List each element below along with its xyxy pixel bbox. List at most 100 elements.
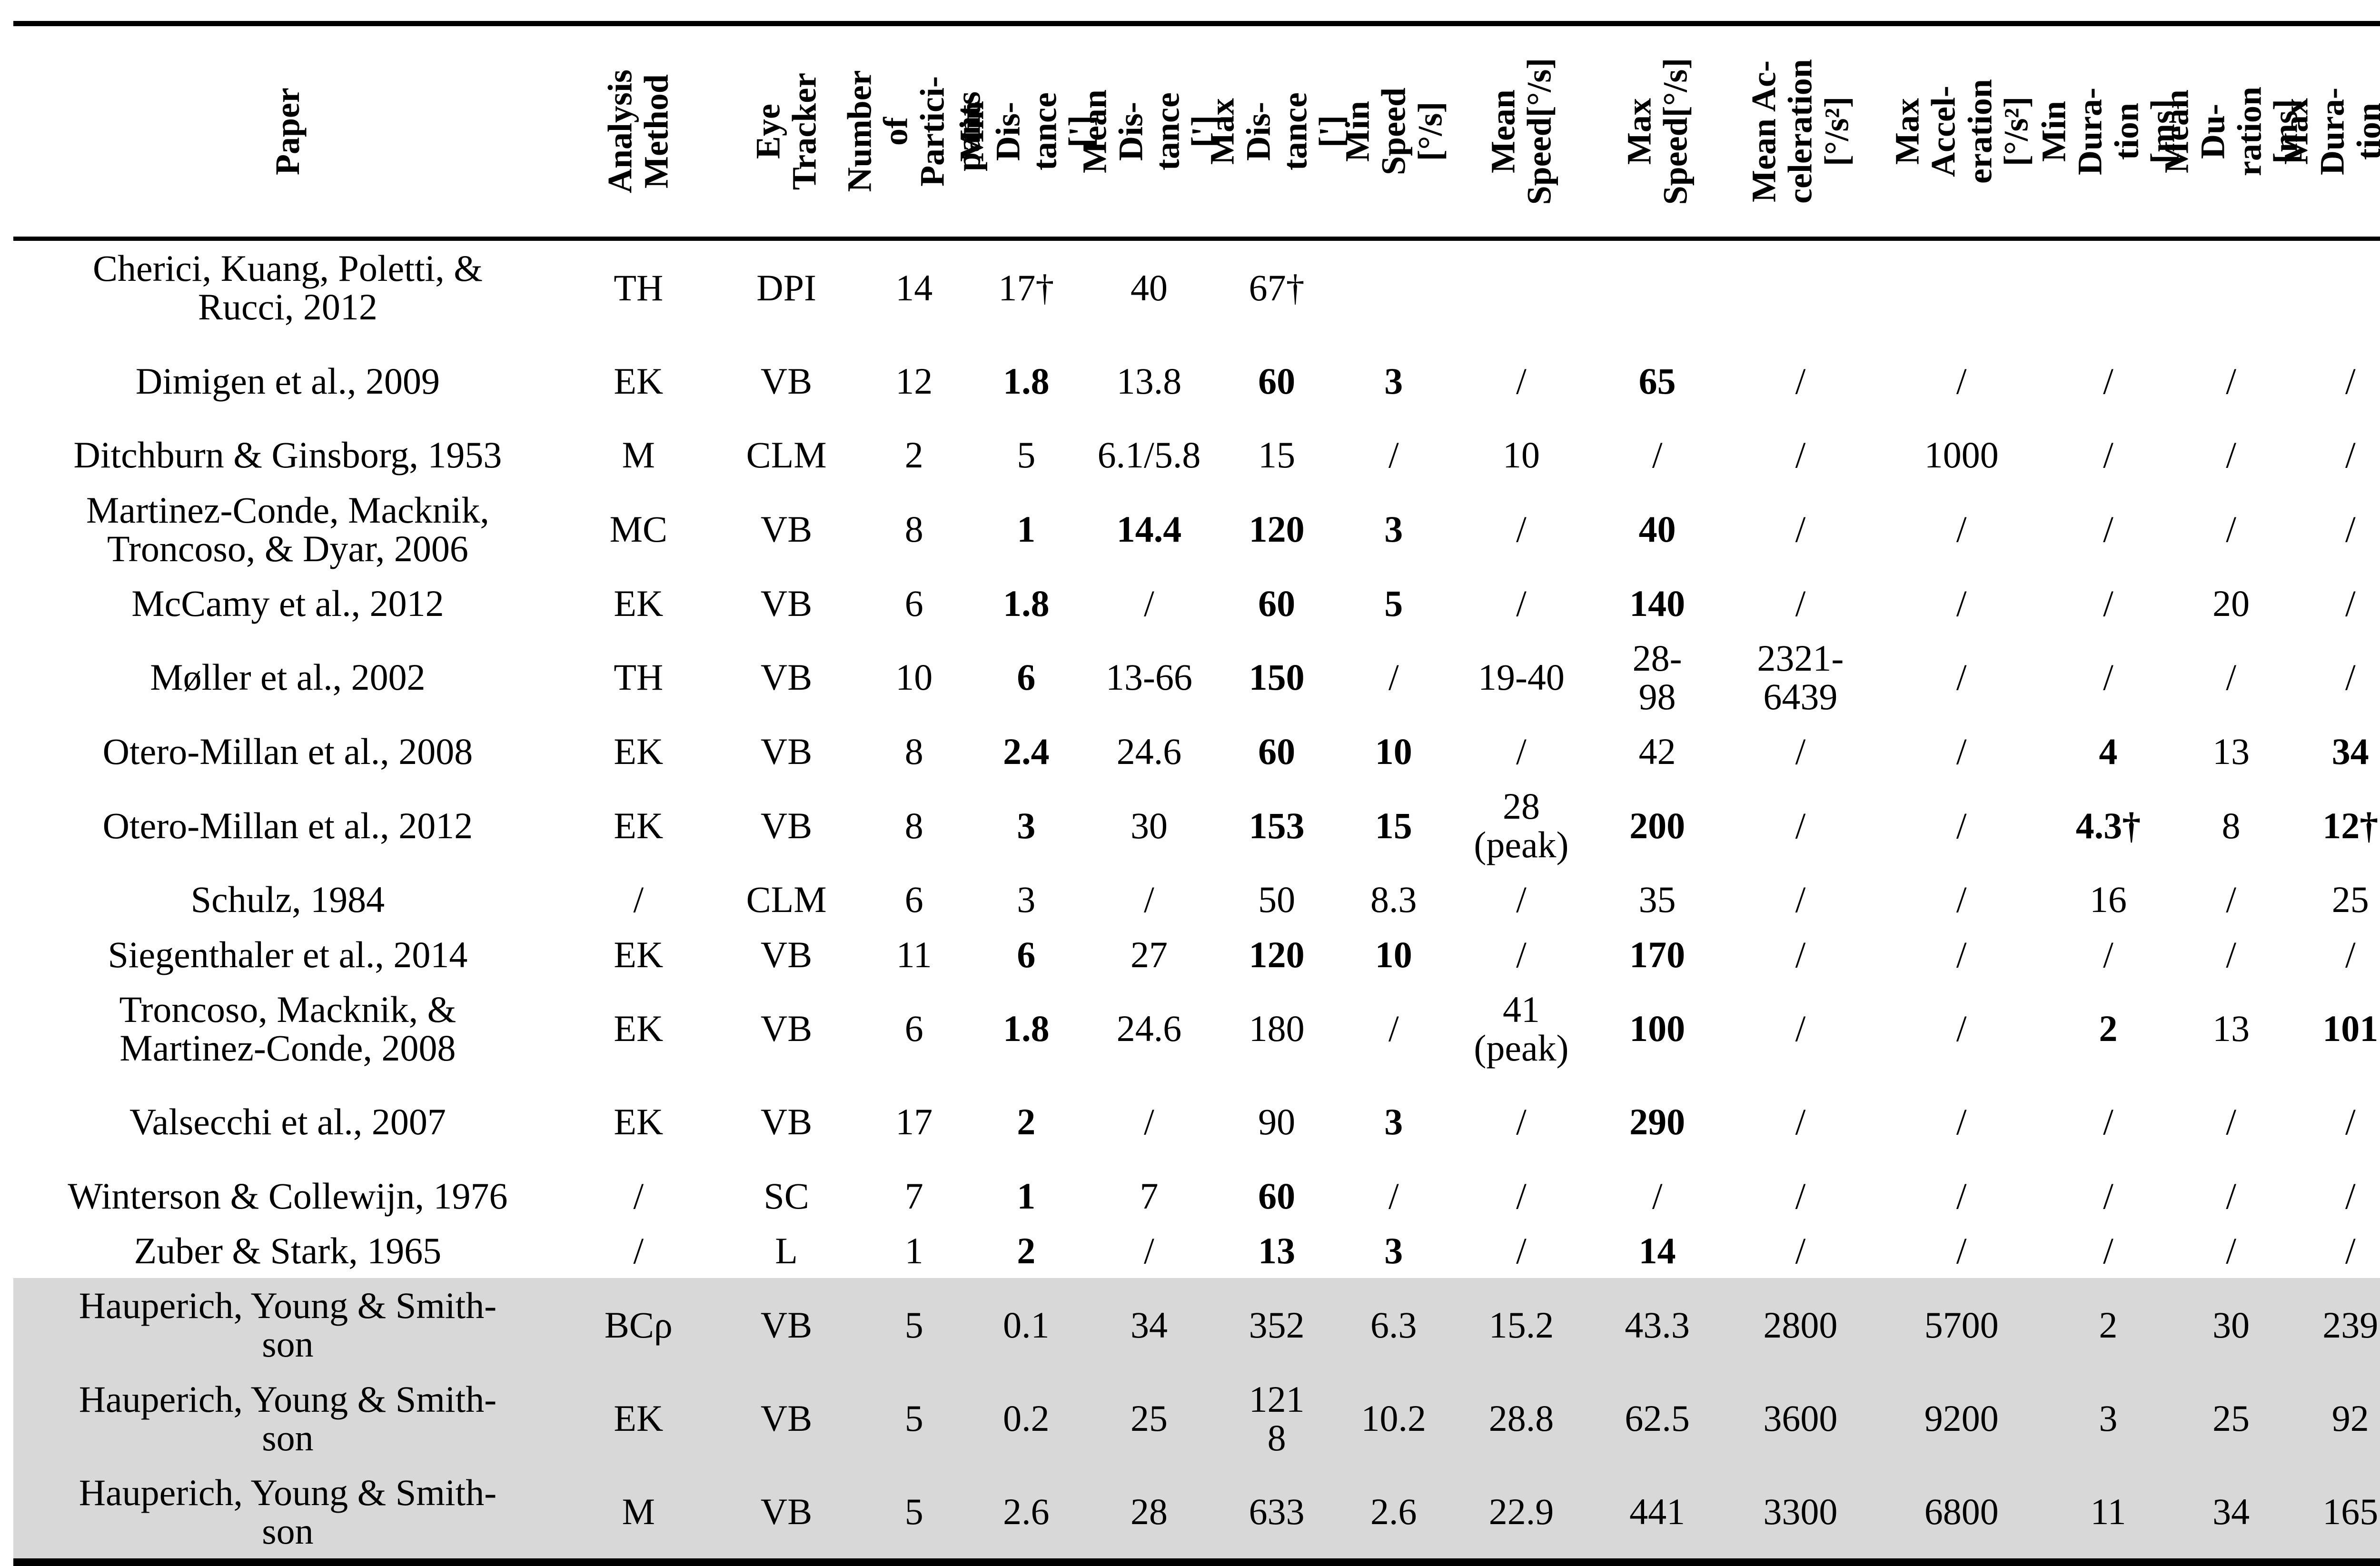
cell-paper: Hauperich, Young & Smith- son [79, 1471, 497, 1552]
cell-max-speed: / [1652, 1175, 1663, 1217]
cell-max-acceleration: / [1956, 1101, 1967, 1143]
table-row: Siegenthaler et al., 2014 EK VB 11 6 27 120 10 /… [13, 927, 2380, 982]
cell-participants: 6 [904, 879, 923, 921]
table-row: Otero-Millan et al., 2008 EK VB 8 2.4 24.6 60 1… [13, 724, 2380, 779]
cell-max-speed: 140 [1629, 582, 1686, 624]
cell-analysis-method: EK [614, 360, 664, 402]
cell-max-speed: 43.3 [1625, 1304, 1690, 1346]
cell-mean-speed: / [1516, 879, 1527, 921]
cell-min-duration [2044, 239, 2173, 335]
column-header-label: Max Speed[°/s] [1620, 58, 1695, 205]
cell-max-distance: 15 [1258, 434, 1296, 476]
cell-mean-distance: 13-66 [1106, 656, 1192, 698]
column-header-min-distance: Min Dis- tance ['] [952, 24, 1100, 239]
cell-mean-acceleration: / [1795, 879, 1806, 921]
column-header-mean-distance: Mean Dis- tance ['] [1075, 24, 1222, 239]
cell-mean-duration: 8 [2221, 804, 2241, 846]
cell-max-acceleration: / [1956, 1175, 1967, 1217]
cell-mean-distance: / [1144, 1230, 1154, 1272]
cell-max-acceleration: / [1956, 656, 1967, 698]
cell-min-duration: / [2103, 933, 2113, 975]
cell-max-duration: 165 [2322, 1491, 2379, 1533]
cell-min-distance: 6 [1017, 656, 1036, 698]
cell-eye-tracker: CLM [746, 879, 827, 921]
column-header-max-duration: Max Dura- tion [ms] [2277, 24, 2380, 239]
cell-mean-distance: 27 [1130, 933, 1168, 975]
cell-max-acceleration: / [1956, 879, 1967, 921]
cell-min-duration: / [2103, 1175, 2113, 1217]
cell-participants: 1 [904, 1230, 923, 1272]
cell-mean-duration: / [2226, 879, 2237, 921]
cell-eye-tracker: CLM [746, 434, 827, 476]
cell-max-acceleration: / [1956, 582, 1967, 624]
cell-eye-tracker: VB [760, 1101, 813, 1143]
cell-mean-duration: / [2226, 933, 2237, 975]
cell-max-duration: / [2345, 933, 2356, 975]
cell-mean-distance: 28 [1130, 1491, 1168, 1533]
cell-min-distance: 1.8 [1003, 1008, 1050, 1050]
cell-analysis-method: MC [609, 508, 667, 550]
cell-min-duration: 2 [2099, 1008, 2118, 1050]
cell-eye-tracker: VB [760, 1304, 813, 1346]
cell-mean-distance: 7 [1140, 1175, 1159, 1217]
cell-max-distance: 60 [1258, 1175, 1296, 1217]
cell-mean-acceleration: 3300 [1763, 1491, 1838, 1533]
cell-max-duration: 25 [2331, 879, 2369, 921]
cell-mean-duration: 13 [2212, 731, 2250, 773]
cell-min-duration: / [2103, 582, 2113, 624]
cell-min-speed: 10 [1375, 933, 1412, 975]
table-header: Paper Analysis Method Eye Tracker Number of… [13, 24, 2380, 239]
cell-analysis-method: / [633, 1230, 644, 1272]
cell-min-speed: / [1388, 1175, 1399, 1217]
cell-max-duration: / [2345, 508, 2356, 550]
cell-max-speed: 200 [1629, 804, 1686, 846]
cell-paper: Schulz, 1984 [190, 879, 385, 921]
cell-max-speed: / [1652, 434, 1663, 476]
cell-max-distance: 60 [1258, 360, 1296, 402]
table-row: Troncoso, Macknik, & Martinez-Conde, 200… [13, 982, 2380, 1075]
cell-participants: 17 [895, 1101, 933, 1143]
cell-max-acceleration: / [1956, 508, 1967, 550]
table-row: Valsecchi et al., 2007 EK VB 17 2 / 90 3 / 290 / / /… [13, 1075, 2380, 1169]
cell-paper: Hauperich, Young & Smith- son [79, 1378, 497, 1458]
cell-paper: McCamy et al., 2012 [131, 582, 444, 624]
cell-min-speed: 3 [1384, 1101, 1403, 1143]
table-row: Møller et al., 2002 TH VB 10 6 13-66 150 / 19-40… [13, 631, 2380, 724]
cell-min-speed: 3 [1384, 1230, 1403, 1272]
studies-comparison-table: Paper Analysis Method Eye Tracker Number of… [13, 21, 2380, 1566]
cell-min-duration: / [2103, 360, 2113, 402]
cell-min-duration: 3 [2099, 1398, 2118, 1439]
cell-mean-distance: 24.6 [1116, 731, 1182, 773]
cell-min-speed: 2.6 [1370, 1491, 1417, 1533]
cell-mean-speed: 19-40 [1478, 656, 1565, 698]
cell-participants: 5 [904, 1491, 923, 1533]
cell-participants: 8 [904, 804, 923, 846]
cell-max-acceleration [1879, 239, 2044, 335]
cell-eye-tracker: VB [760, 656, 813, 698]
cell-max-duration: 92 [2331, 1398, 2369, 1439]
cell-min-duration: 2 [2099, 1304, 2118, 1346]
cell-analysis-method: EK [614, 933, 664, 975]
cell-mean-duration: / [2226, 1101, 2237, 1143]
table-row: Martinez-Conde, Macknik, Troncoso, & Dya… [13, 483, 2380, 576]
cell-min-speed: / [1388, 1008, 1399, 1050]
cell-max-duration: 239 [2322, 1304, 2379, 1346]
cell-max-speed [1593, 239, 1722, 335]
cell-mean-speed: / [1516, 1101, 1527, 1143]
column-header-label: Analysis Method [601, 69, 676, 194]
column-header-mean-duration: Mean Du- ration [ms] [2158, 24, 2305, 239]
cell-analysis-method: EK [614, 804, 664, 846]
cell-max-acceleration: / [1956, 1230, 1967, 1272]
cell-min-speed: 5 [1384, 582, 1403, 624]
cell-max-speed: 100 [1629, 1008, 1686, 1050]
cell-eye-tracker: L [775, 1230, 798, 1272]
cell-max-distance: 50 [1258, 879, 1296, 921]
cell-mean-distance: / [1144, 879, 1154, 921]
cell-max-duration: / [2345, 360, 2356, 402]
cell-mean-duration: 34 [2212, 1491, 2250, 1533]
table-row: Hauperich, Young & Smith- son M VB 5 2.6 28 63… [13, 1465, 2380, 1562]
cell-mean-duration: / [2226, 508, 2237, 550]
table-row: Cherici, Kuang, Poletti, & Rucci, 2012 TH… [13, 239, 2380, 335]
